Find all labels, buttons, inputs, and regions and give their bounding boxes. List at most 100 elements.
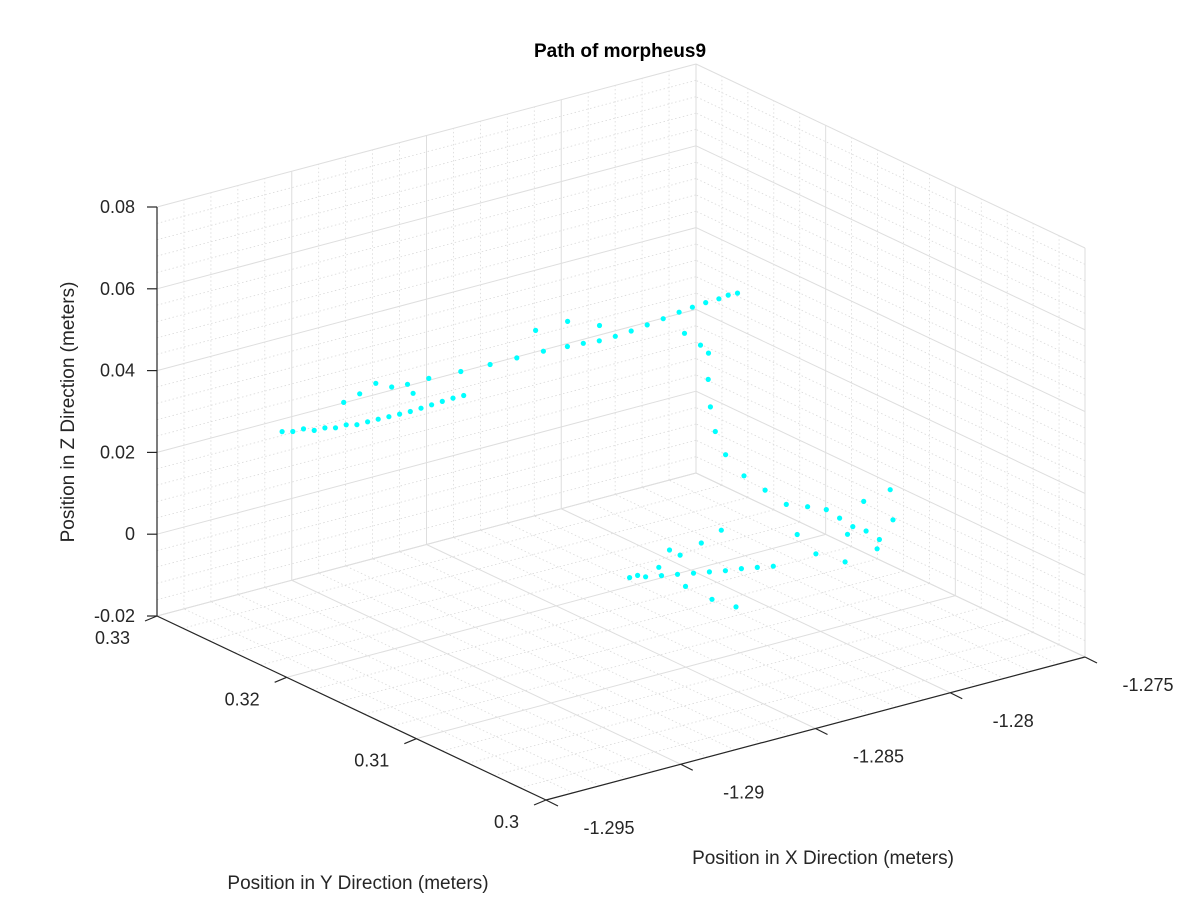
major-gridline <box>561 508 951 694</box>
data-point <box>290 428 296 435</box>
data-point <box>357 391 363 397</box>
data-point <box>660 316 666 322</box>
data-point <box>863 528 869 534</box>
x-tick-label: -1.28 <box>993 711 1034 731</box>
data-point <box>386 414 392 420</box>
data-point <box>322 425 328 431</box>
data-point <box>407 408 413 415</box>
y-tick-mark <box>533 799 547 806</box>
data-point <box>762 487 768 493</box>
data-point <box>341 399 347 405</box>
x-tick-mark <box>680 763 694 771</box>
y-tick-mark <box>404 738 417 745</box>
major-gridline <box>695 308 1086 494</box>
data-point <box>689 304 696 310</box>
data-point <box>722 568 729 574</box>
minor-gridline <box>156 79 697 224</box>
minor-gridline <box>156 276 697 421</box>
minor-gridline <box>494 632 1034 776</box>
minor-gridline <box>156 456 697 601</box>
z-tick-label: 0.02 <box>100 442 135 462</box>
minor-gridline <box>208 497 748 641</box>
minor-gridline <box>156 374 697 519</box>
z-tick-label: 0.04 <box>100 361 135 381</box>
data-point <box>397 411 403 417</box>
data-point <box>674 571 681 577</box>
data-point <box>876 536 883 543</box>
minor-gridline <box>468 619 1008 764</box>
data-point <box>487 361 493 368</box>
data-point <box>887 487 893 493</box>
data-point <box>658 573 665 579</box>
data-point <box>514 355 520 361</box>
data-point <box>842 559 848 565</box>
data-point <box>705 350 712 356</box>
data-point <box>716 296 722 302</box>
data-point <box>635 572 641 579</box>
data-point <box>677 552 683 558</box>
data-point <box>365 419 371 425</box>
y-axis-line <box>156 615 547 801</box>
y-tick-mark <box>144 615 158 622</box>
major-gridline <box>156 227 697 372</box>
x-tick-mark <box>815 727 828 736</box>
x-tick-label: -1.285 <box>853 747 904 767</box>
data-point <box>734 290 741 296</box>
data-point <box>794 531 800 538</box>
z-tick-label: 0 <box>125 524 135 544</box>
data-point <box>707 404 714 410</box>
y-tick-label: 0.3 <box>494 812 519 832</box>
data-point <box>813 551 819 557</box>
data-point <box>725 292 731 298</box>
data-point <box>703 300 709 306</box>
data-point <box>890 517 896 523</box>
data-point <box>712 428 718 435</box>
y-tick-mark <box>274 676 287 683</box>
data-point <box>861 498 867 504</box>
data-point <box>874 546 880 552</box>
data-point <box>733 604 739 610</box>
major-gridline <box>695 390 1086 576</box>
major-gridline <box>291 579 681 765</box>
data-point <box>656 564 662 570</box>
data-point <box>754 564 760 571</box>
minor-gridline <box>156 325 697 470</box>
data-point <box>723 452 729 458</box>
y-tick-label: 0.31 <box>354 751 389 771</box>
z-tick-label: -0.02 <box>94 606 135 626</box>
data-point <box>450 395 456 401</box>
z-tick-label: 0.08 <box>100 197 135 217</box>
minor-gridline <box>156 194 697 339</box>
major-gridline <box>156 472 697 617</box>
y-axis-label: Position in Y Direction (meters) <box>227 873 488 894</box>
data-point <box>783 501 789 507</box>
minor-gridline <box>312 546 852 690</box>
data-point <box>718 527 724 533</box>
major-gridline <box>695 227 1086 413</box>
x-tick-label: -1.275 <box>1122 675 1173 695</box>
data-point <box>375 416 381 422</box>
major-gridline <box>695 63 1086 249</box>
data-point <box>279 429 285 435</box>
minor-gridline <box>156 178 697 322</box>
minor-gridline <box>338 558 878 703</box>
data-point <box>439 398 445 404</box>
chart-title: Path of morpheus9 <box>534 41 706 62</box>
x-tick-mark <box>545 799 559 807</box>
major-gridline <box>416 595 956 740</box>
major-gridline <box>286 533 826 678</box>
data-point <box>844 531 851 537</box>
minor-gridline <box>364 570 904 715</box>
data-point <box>837 515 843 521</box>
minor-gridline <box>156 292 697 437</box>
minor-gridline <box>156 210 697 355</box>
data-point <box>332 425 339 431</box>
axes-lines <box>144 206 1098 807</box>
major-gridline <box>156 63 697 208</box>
data-point <box>666 547 673 553</box>
major-gridline <box>695 472 1086 658</box>
data-point <box>705 376 711 382</box>
data-point <box>681 330 688 336</box>
